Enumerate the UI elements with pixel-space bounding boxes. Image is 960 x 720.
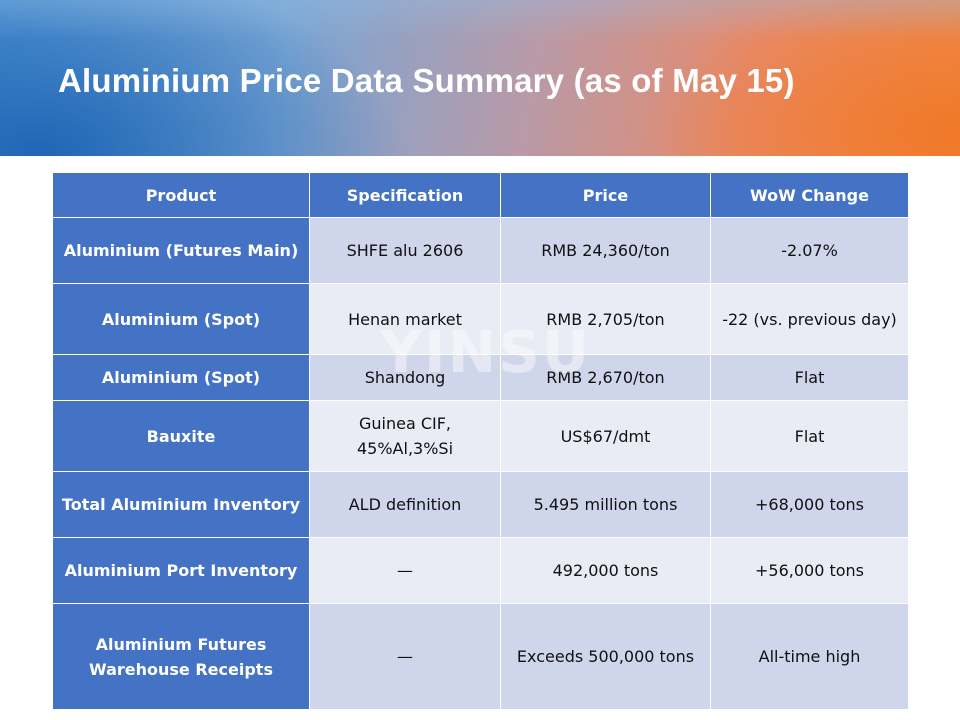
change-cell: -2.07% [710, 217, 909, 284]
price-cell: RMB 24,360/ton [500, 217, 711, 284]
table-row: Total Aluminium Inventory ALD definition… [52, 471, 909, 538]
header-specification: Specification [309, 172, 501, 218]
title-banner [0, 0, 960, 156]
change-cell: Flat [710, 400, 909, 472]
change-cell: +56,000 tons [710, 537, 909, 604]
price-cell: 492,000 tons [500, 537, 711, 604]
table-row: Aluminium (Spot) Shandong RMB 2,670/ton … [52, 354, 909, 401]
change-cell: All-time high [710, 603, 909, 710]
table-row: Bauxite Guinea CIF, 45%Al,3%Si US$67/dmt… [52, 400, 909, 472]
spec-cell: — [309, 537, 501, 604]
product-cell: Aluminium Port Inventory [52, 537, 310, 604]
spec-cell: SHFE alu 2606 [309, 217, 501, 284]
price-cell: 5.495 million tons [500, 471, 711, 538]
change-cell: Flat [710, 354, 909, 401]
table-header-row: Product Specification Price WoW Change [52, 172, 909, 218]
price-summary-table: Product Specification Price WoW Change A… [52, 172, 909, 710]
table-row: Aluminium (Spot) Henan market RMB 2,705/… [52, 283, 909, 355]
product-cell: Total Aluminium Inventory [52, 471, 310, 538]
product-cell: Aluminium (Spot) [52, 354, 310, 401]
change-cell: -22 (vs. previous day) [710, 283, 909, 355]
table-row: Aluminium Port Inventory — 492,000 tons … [52, 537, 909, 604]
price-cell: Exceeds 500,000 tons [500, 603, 711, 710]
product-cell: Bauxite [52, 400, 310, 472]
spec-cell: — [309, 603, 501, 710]
product-cell: Aluminium (Spot) [52, 283, 310, 355]
product-cell: Aluminium Futures Warehouse Receipts [52, 603, 310, 710]
spec-cell: Henan market [309, 283, 501, 355]
spec-cell: ALD definition [309, 471, 501, 538]
product-cell: Aluminium (Futures Main) [52, 217, 310, 284]
table-row: Aluminium Futures Warehouse Receipts — E… [52, 603, 909, 710]
page-title: Aluminium Price Data Summary (as of May … [58, 62, 795, 99]
price-cell: RMB 2,670/ton [500, 354, 711, 401]
spec-cell: Shandong [309, 354, 501, 401]
price-cell: US$67/dmt [500, 400, 711, 472]
header-wow-change: WoW Change [710, 172, 909, 218]
change-cell: +68,000 tons [710, 471, 909, 538]
price-cell: RMB 2,705/ton [500, 283, 711, 355]
header-price: Price [500, 172, 711, 218]
spec-cell: Guinea CIF, 45%Al,3%Si [309, 400, 501, 472]
table-row: Aluminium (Futures Main) SHFE alu 2606 R… [52, 217, 909, 284]
header-product: Product [52, 172, 310, 218]
price-summary-table-container: Product Specification Price WoW Change A… [52, 172, 909, 710]
